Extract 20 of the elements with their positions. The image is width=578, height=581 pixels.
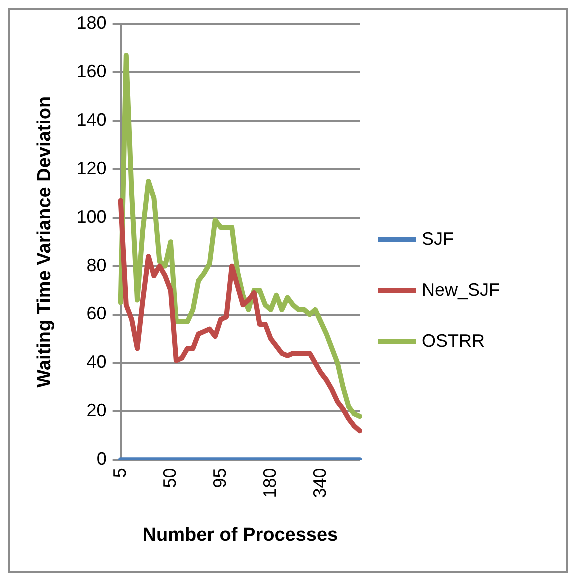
x-tick-label: 180 [260,468,280,498]
legend-label: New_SJF [422,280,500,301]
y-tick-label: 120 [76,158,107,178]
legend-label: SJF [422,229,454,250]
y-tick-label: 40 [86,352,107,372]
y-tick-label: 140 [76,110,107,130]
y-tick-label: 60 [86,304,107,324]
y-axis-title: Waiting Time Variance Deviation [34,96,56,388]
x-tick-label: 50 [160,468,180,488]
x-axis-title: Number of Processes [142,524,338,546]
x-tick-label: 5 [110,468,130,478]
y-tick-label: 100 [76,206,107,227]
y-tick-label: 20 [86,400,107,421]
y-tick-label: 180 [76,12,107,33]
y-tick-label: 160 [76,61,107,82]
y-tick-label: 0 [96,449,107,470]
y-tick-label: 80 [86,255,107,276]
legend-label: OSTRR [422,331,485,352]
x-tick-label: 95 [210,468,230,488]
x-tick-label: 340 [310,468,330,498]
